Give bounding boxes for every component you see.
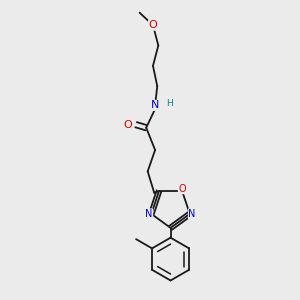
Text: N: N <box>188 209 196 219</box>
Text: O: O <box>148 20 157 30</box>
Text: N: N <box>145 209 153 219</box>
Text: N: N <box>151 100 159 110</box>
Text: O: O <box>178 184 186 194</box>
Text: O: O <box>123 120 132 130</box>
Text: H: H <box>166 99 173 108</box>
